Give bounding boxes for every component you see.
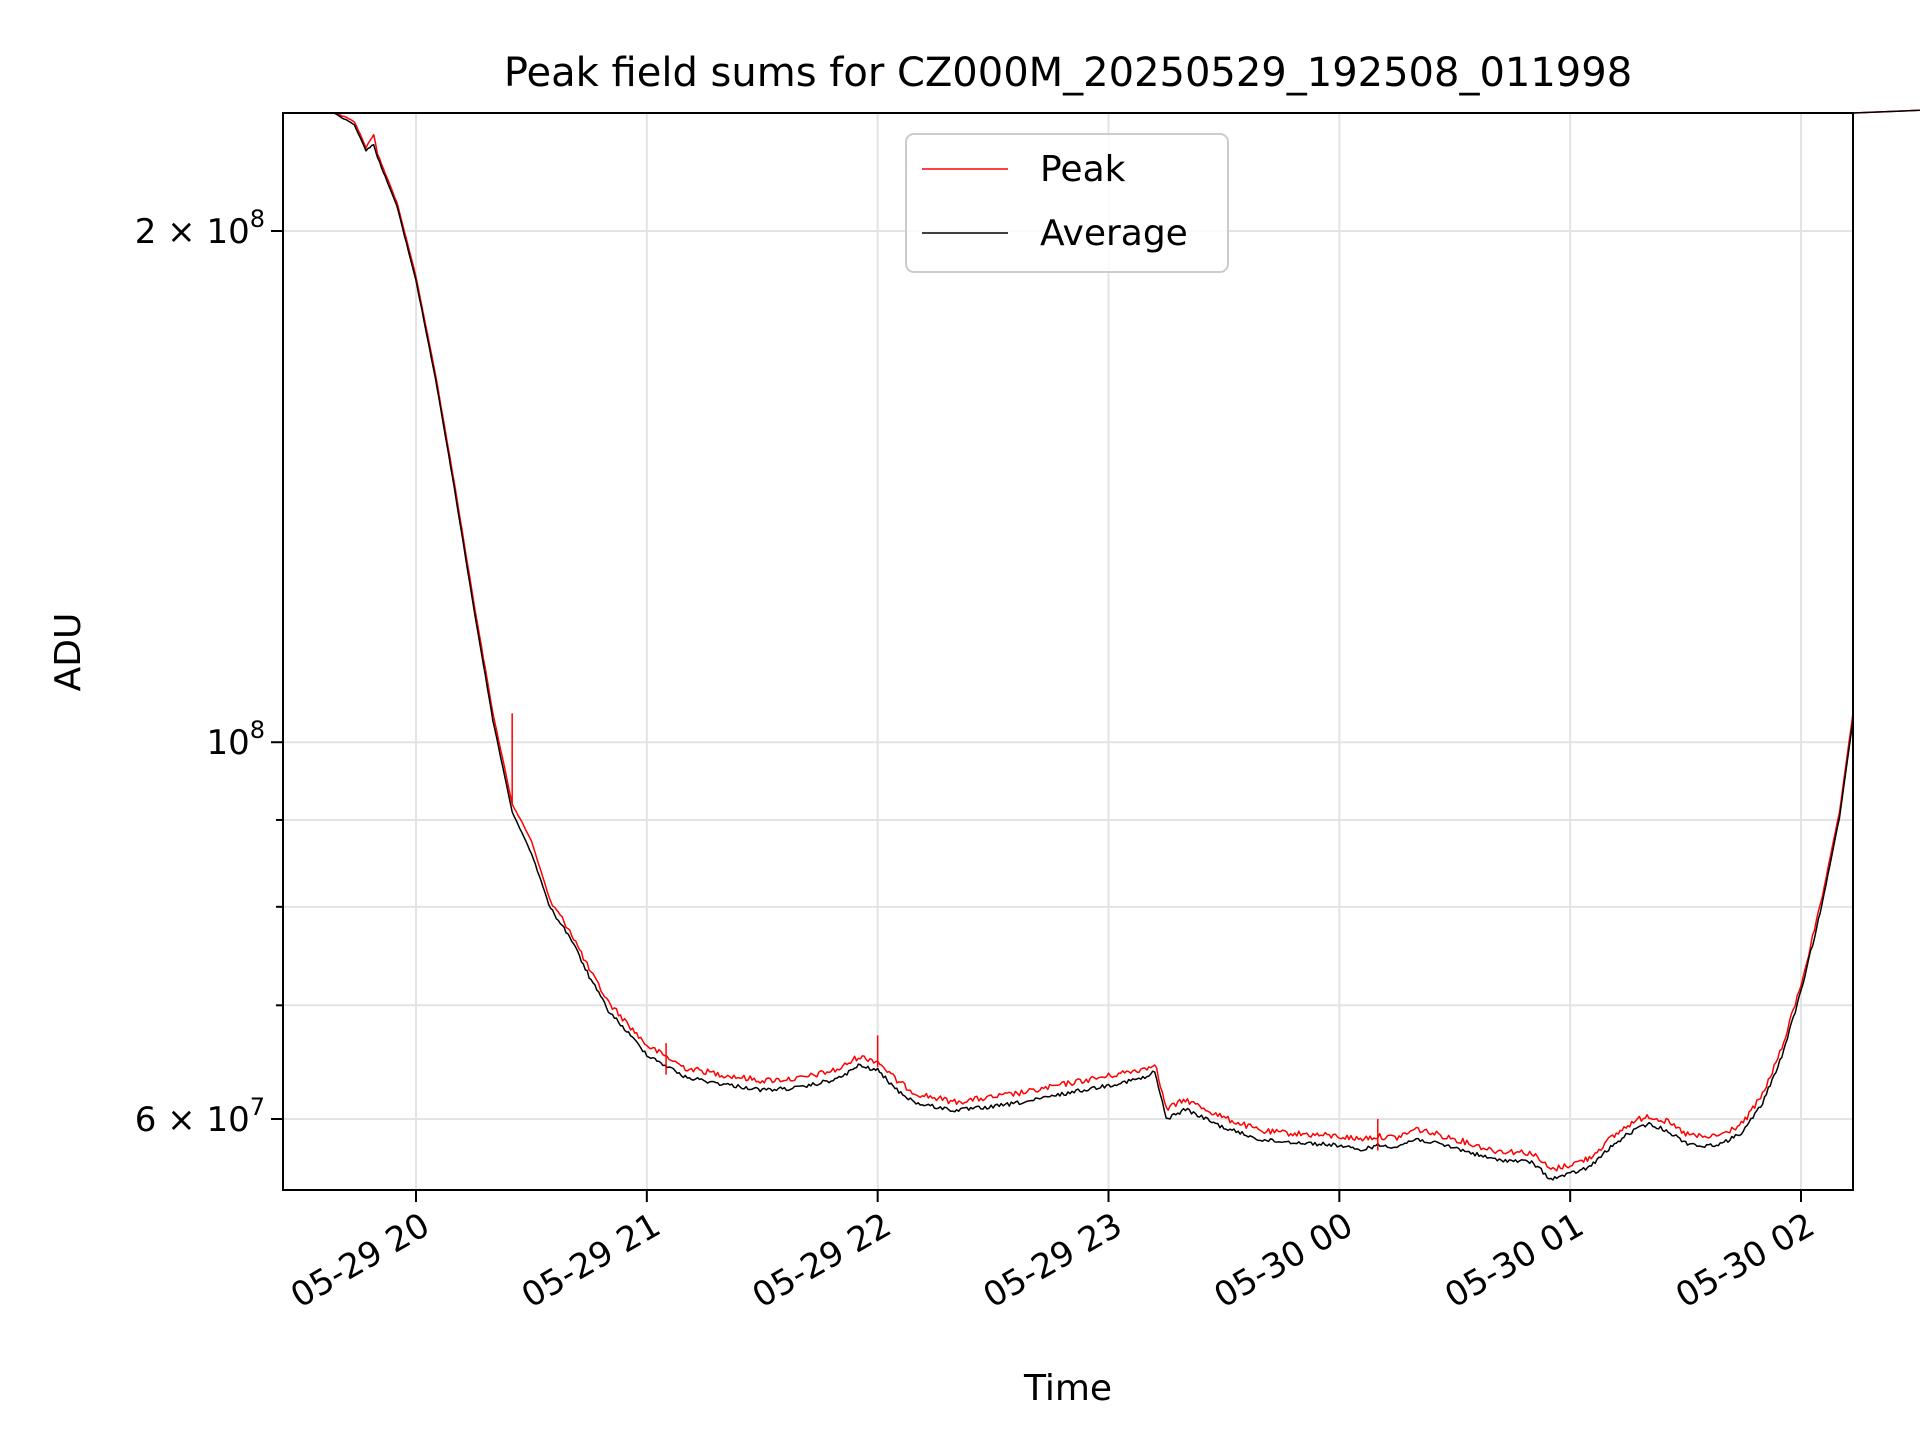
- y-axis-label: ADU: [48, 613, 89, 692]
- x-axis-label: Time: [1023, 1368, 1112, 1409]
- legend-peak-label: Peak: [1040, 149, 1126, 190]
- y-tick-label: 108: [206, 716, 265, 763]
- series-line-average: [282, 109, 1920, 1181]
- plot-frame: [282, 112, 1854, 1191]
- legend: Peak Average: [905, 133, 1229, 273]
- y-tick-label: 6 × 107: [135, 1093, 265, 1140]
- y-tick-label: 2 × 108: [135, 205, 265, 252]
- legend-average-label: Average: [1040, 213, 1188, 254]
- plot-series: [282, 109, 1920, 1181]
- y-axis-ticks: 108 2 × 108 6 × 107: [135, 205, 283, 1140]
- grid-lines: [283, 113, 1853, 1190]
- chart-title: Peak field sums for CZ000M_20250529_1925…: [504, 50, 1632, 96]
- series-line-peak: [282, 109, 1920, 1172]
